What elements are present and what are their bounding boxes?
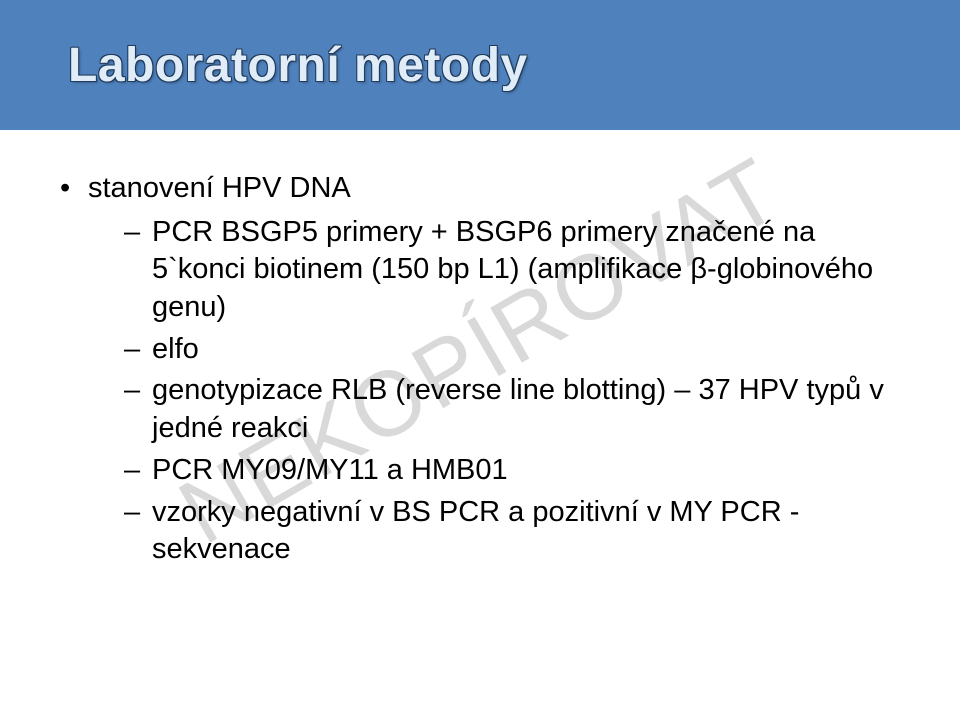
bullet-dot-icon: • xyxy=(60,170,88,208)
bullet-dash-icon: – xyxy=(124,214,152,327)
slide-body: • stanovení HPV DNA – PCR BSGP5 primery … xyxy=(0,130,960,569)
list-item: – vzorky negativní v BS PCR a pozitivní … xyxy=(124,494,900,569)
list-item-text: PCR MY09/MY11 a HMB01 xyxy=(152,452,900,490)
slide-header: Laboratorní metody xyxy=(0,0,960,130)
list-item-text: elfo xyxy=(152,331,900,369)
slide-title: Laboratorní metody xyxy=(68,38,528,93)
list-item-text: PCR BSGP5 primery + BSGP6 primery značen… xyxy=(152,214,900,327)
list-item: • stanovení HPV DNA xyxy=(60,170,900,208)
bullet-dash-icon: – xyxy=(124,372,152,447)
bullet-dash-icon: – xyxy=(124,331,152,369)
list-item-text: genotypizace RLB (reverse line blotting)… xyxy=(152,372,900,447)
list-item: – PCR BSGP5 primery + BSGP6 primery znač… xyxy=(124,214,900,327)
list-item: – elfo xyxy=(124,331,900,369)
list-item-text: stanovení HPV DNA xyxy=(88,170,900,208)
list-item-text: vzorky negativní v BS PCR a pozitivní v … xyxy=(152,494,900,569)
sublist: – PCR BSGP5 primery + BSGP6 primery znač… xyxy=(60,214,900,569)
list-item: – genotypizace RLB (reverse line blottin… xyxy=(124,372,900,447)
list-item: – PCR MY09/MY11 a HMB01 xyxy=(124,452,900,490)
bullet-dash-icon: – xyxy=(124,494,152,569)
bullet-dash-icon: – xyxy=(124,452,152,490)
